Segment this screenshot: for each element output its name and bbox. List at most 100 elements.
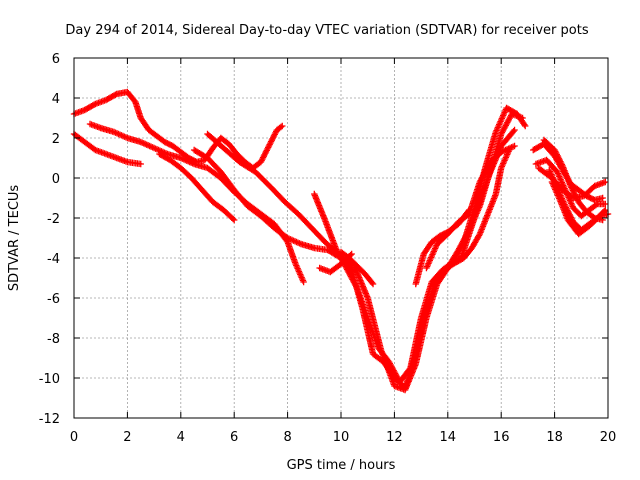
data-point — [268, 136, 276, 144]
y-tick-label: -10 — [39, 372, 60, 387]
data-point — [369, 280, 377, 288]
data-point — [291, 238, 299, 245]
y-tick-label: 0 — [52, 172, 60, 187]
data-point — [118, 132, 125, 139]
data-point — [140, 140, 147, 147]
data-point — [353, 283, 360, 290]
data-point — [498, 148, 505, 156]
data-point — [557, 159, 565, 167]
x-tick-label: 0 — [70, 430, 78, 445]
data-point — [144, 142, 152, 149]
data-point — [271, 131, 278, 138]
series-trace-12 — [412, 206, 473, 288]
y-tick-label: -12 — [39, 412, 60, 427]
x-tick-label: 18 — [546, 430, 563, 445]
data-point — [231, 216, 238, 224]
x-tick-label: 10 — [333, 430, 350, 445]
data-point — [506, 146, 513, 154]
data-point — [475, 232, 483, 239]
data-point — [557, 158, 564, 165]
data-point — [551, 146, 558, 154]
data-point — [522, 122, 529, 130]
x-tick-label: 20 — [600, 430, 617, 445]
data-point — [149, 144, 156, 151]
y-tick-label: 6 — [52, 52, 60, 67]
series-trace-9 — [316, 250, 355, 276]
data-point — [258, 157, 265, 164]
data-point — [137, 160, 144, 168]
data-point — [521, 121, 528, 128]
data-point — [558, 161, 566, 168]
data-point — [500, 147, 508, 154]
data-point — [261, 151, 268, 158]
data-point — [511, 142, 518, 150]
data-point — [599, 194, 606, 202]
data-point — [180, 156, 187, 163]
data-point — [570, 188, 577, 196]
y-tick-label: -8 — [47, 332, 60, 347]
series-trace-6 — [204, 126, 518, 392]
series-trace-3 — [86, 120, 307, 286]
x-tick-label: 16 — [493, 430, 510, 445]
x-tick-label: 8 — [283, 430, 291, 445]
series-trace-2 — [70, 130, 144, 168]
x-tick-label: 2 — [123, 430, 131, 445]
data-point — [465, 206, 473, 214]
data-point — [264, 144, 272, 151]
series-trace-11 — [433, 146, 513, 282]
data-marks — [70, 88, 612, 394]
data-point — [270, 134, 277, 141]
data-point — [267, 138, 275, 145]
y-tick-label: 4 — [52, 92, 60, 107]
data-point — [263, 147, 270, 154]
data-point — [510, 128, 517, 135]
data-point — [406, 366, 413, 373]
data-point — [122, 134, 130, 141]
data-point — [553, 151, 560, 158]
data-point — [150, 144, 158, 152]
data-point — [264, 145, 271, 153]
data-point — [464, 208, 472, 215]
data-point — [260, 152, 268, 160]
series-trace-4 — [156, 150, 238, 224]
data-point — [257, 158, 265, 166]
data-point — [269, 135, 276, 142]
x-axis-label: GPS time / hours — [287, 458, 396, 473]
data-point — [277, 123, 285, 131]
data-point — [296, 240, 303, 247]
data-point — [567, 182, 574, 190]
data-point — [509, 143, 517, 150]
data-point — [459, 240, 467, 247]
series-trace-5 — [190, 110, 526, 394]
data-point — [267, 139, 274, 147]
x-tick-label: 6 — [230, 430, 238, 445]
data-point — [602, 200, 609, 208]
data-point — [185, 158, 192, 165]
data-point — [592, 201, 600, 209]
y-axis-label: SDTVAR / TECUs — [7, 185, 22, 292]
data-point — [112, 91, 119, 98]
y-tick-label: -4 — [47, 252, 60, 267]
x-tick-label: 14 — [440, 430, 457, 445]
data-point — [266, 141, 273, 148]
grid — [74, 58, 608, 418]
data-point — [511, 126, 518, 134]
data-point — [554, 152, 561, 160]
data-point — [262, 148, 270, 156]
data-point — [259, 154, 267, 161]
data-point — [272, 129, 279, 137]
y-tick-label: 2 — [52, 132, 60, 147]
series-trace-18 — [548, 178, 612, 238]
chart-title: Day 294 of 2014, Sidereal Day-to-day VTE… — [65, 23, 588, 38]
data-point — [270, 132, 278, 140]
y-tick-label: -6 — [47, 292, 60, 307]
data-point — [552, 148, 559, 155]
data-point — [569, 187, 577, 194]
data-point — [262, 150, 269, 157]
data-point — [229, 215, 237, 223]
data-point — [279, 122, 286, 130]
data-point — [146, 142, 153, 150]
data-point — [259, 155, 266, 163]
